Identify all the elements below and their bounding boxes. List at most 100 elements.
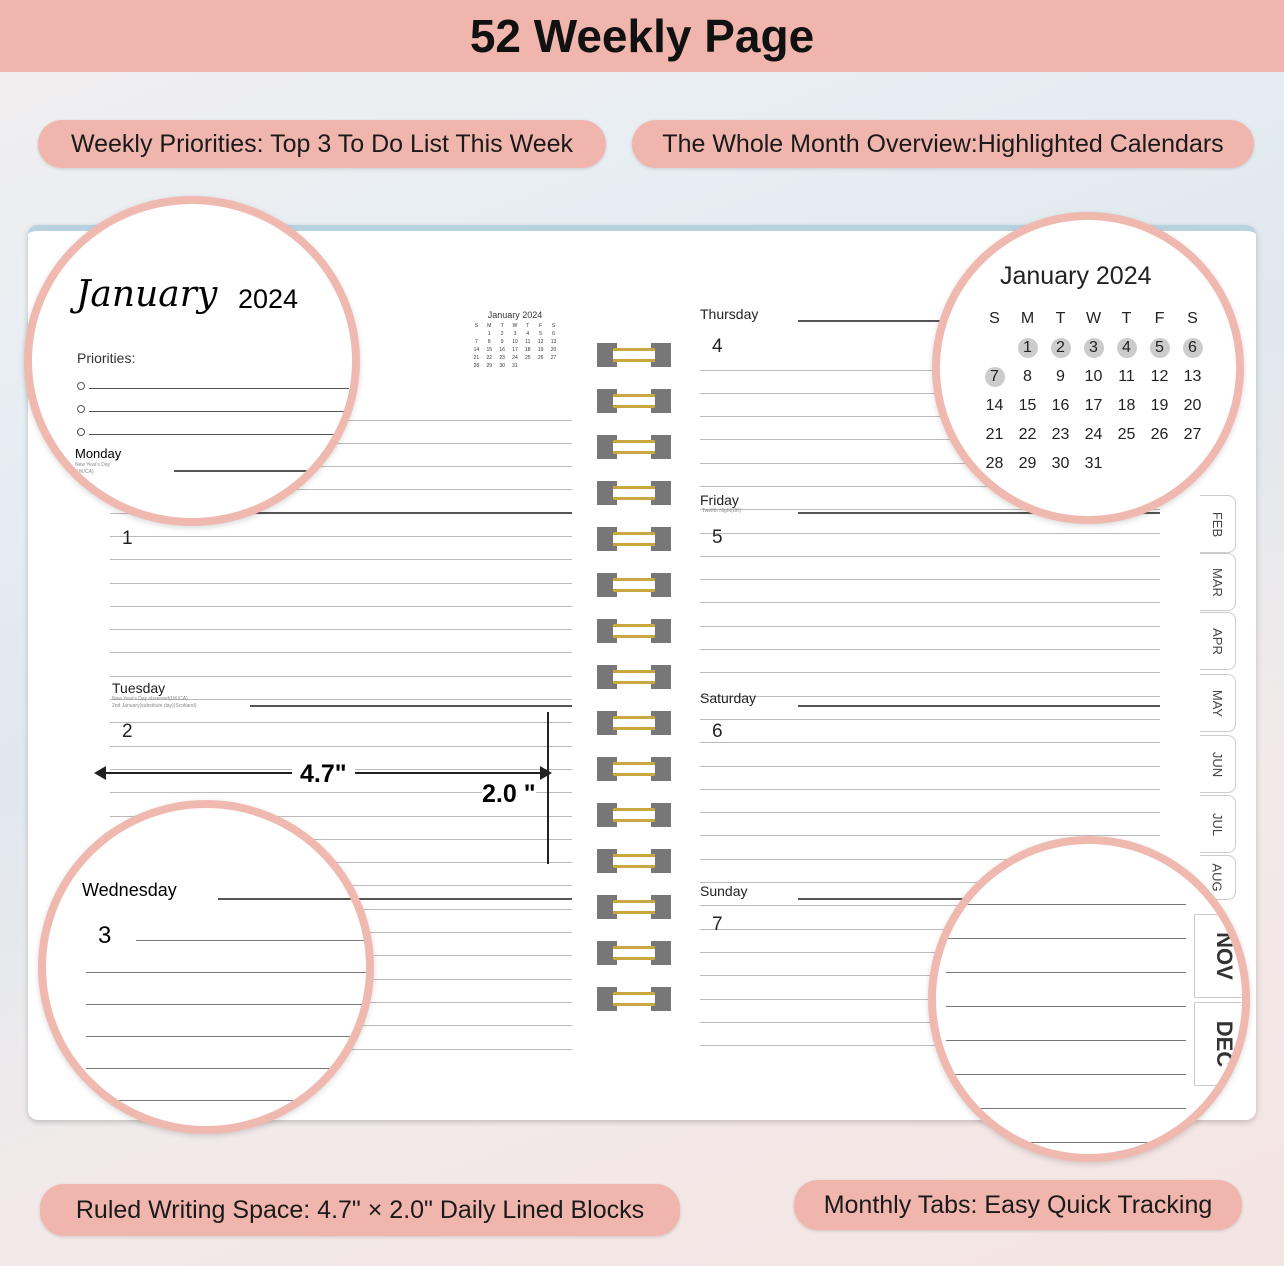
calendar-day[interactable]: 16 [1051,396,1070,414]
ruled-line [946,904,1186,905]
calendar-day[interactable]: 25 [1117,425,1136,443]
calendar-day[interactable]: 15 [1018,396,1037,414]
ruled-line [110,536,572,537]
month-tab-jul[interactable]: JUL [1200,795,1236,853]
calendar-day[interactable]: 9 [1056,367,1065,385]
day-label-saturday: Saturday [700,690,757,706]
spiral-coil [597,803,671,827]
calendar-day[interactable]: 21 [985,425,1004,443]
calendar-day[interactable]: 10 [1084,367,1103,385]
day-label-friday: Friday [700,492,739,508]
day-divider-line [250,898,572,900]
tab-dec-zoomed[interactable]: DEC [1194,1002,1242,1086]
mini-weekday: M [487,323,492,329]
calendar-day[interactable]: 19 [1150,396,1169,414]
calendar-day[interactable]: 23 [1051,425,1070,443]
calendar-day[interactable]: 31 [1084,454,1103,472]
calendar-day-highlighted[interactable]: 4 [1110,333,1143,362]
day-number: 2 [122,721,133,742]
ruled-line [700,416,1160,417]
calendar-day[interactable]: 17 [1084,396,1103,414]
weekday-header: W [1085,309,1102,327]
mini-calendar-day: 10 [512,339,518,345]
mini-calendar-day: 22 [486,355,493,361]
mini-weekday: T [500,323,504,329]
ruled-line [946,972,1186,973]
day-note: 2nd January(substitute day)(Scotland) [112,703,197,709]
ruled-line [700,672,1160,673]
mini-calendar-day: 1 [487,331,491,337]
ruled-line [700,1045,1160,1046]
month-tab-may[interactable]: MAY [1200,674,1236,732]
ruled-line [110,676,572,677]
spiral-coil [597,619,671,643]
day-number: 6 [712,721,723,742]
feature-label-priorities: Weekly Priorities: Top 3 To Do List This… [38,120,606,168]
day-label-sunday: Sunday [700,883,748,899]
calendar-day[interactable]: 26 [1150,425,1169,443]
calendar-day[interactable]: 11 [1118,367,1135,385]
month-tab-feb[interactable]: FEB [1200,495,1236,553]
ruled-line [136,940,366,941]
calendar-day[interactable]: 28 [985,454,1004,472]
zoom-circle-priorities: January 2024 Priorities: Monday New Year… [24,196,360,526]
calendar-day-highlighted[interactable]: 3 [1077,333,1110,362]
calendar-day[interactable]: 30 [1051,454,1070,472]
mini-calendar-day: 19 [537,347,544,353]
weekday-header: S [1187,309,1198,327]
calendar-day[interactable]: 29 [1018,454,1037,472]
day-label-tuesday: Tuesday [112,680,166,696]
day-note: (UK/CA) [75,469,94,475]
day-label-monday: Monday [75,446,122,461]
ruled-line [946,1074,1186,1075]
calendar-day-highlighted[interactable]: 1 [1011,333,1044,362]
priority-checkbox[interactable] [77,404,85,413]
calendar-day[interactable]: 8 [1023,367,1032,385]
month-tab-jun[interactable]: JUN [1200,735,1236,793]
calendar-day[interactable]: 12 [1150,367,1169,385]
calendar-day-highlighted[interactable]: 7 [978,362,1011,391]
ruled-line [110,816,572,817]
calendar-day[interactable]: 18 [1117,396,1136,414]
height-dimension: 2.0 " [482,780,536,809]
ruled-line [110,652,572,653]
ruled-line [110,746,572,747]
mini-calendar-day: 30 [499,363,505,369]
ruled-line [946,938,1186,939]
day-divider-line [250,705,572,707]
calendar-day[interactable]: 27 [1183,425,1202,443]
weekday-header: F [1154,309,1165,327]
calendar-day-highlighted[interactable]: 2 [1044,333,1077,362]
calendar-day-highlighted[interactable]: 6 [1176,333,1209,362]
month-tab-mar[interactable]: MAR [1200,553,1236,611]
ruled-line [946,1040,1186,1041]
day-note: New Year's Day observed(UK/CA) [112,696,188,702]
ruled-line [110,559,572,560]
calendar-day[interactable]: 20 [1183,396,1202,414]
mini-calendar-day: 21 [473,355,480,361]
day-divider-line [798,512,1160,514]
ruled-line [946,1142,1186,1143]
ruled-line [700,556,1160,557]
priority-list [77,374,349,443]
tab-nov-zoomed[interactable]: NOV [1194,914,1242,998]
calendar-day[interactable]: 13 [1183,367,1202,385]
calendar-day[interactable]: 24 [1084,425,1103,443]
calendar-day-highlighted[interactable]: 5 [1143,333,1176,362]
calendar-day[interactable]: 14 [985,396,1004,414]
mini-calendar-day: 24 [512,355,518,361]
weekday-header: S [989,309,1000,327]
priority-checkbox[interactable] [77,381,85,390]
ruled-line [110,629,572,630]
priority-checkbox[interactable] [77,427,85,436]
month-tab-apr[interactable]: APR [1200,612,1236,670]
mini-calendar-day [521,362,534,370]
mini-calendar-day: 14 [473,347,480,353]
month-tab-aug[interactable]: AUG [1200,855,1236,900]
mini-calendar-day: 23 [499,355,505,361]
calendar-day[interactable]: 22 [1018,425,1037,443]
mini-calendar-day: 16 [499,347,505,353]
ruled-line [86,972,366,973]
ruled-line [700,579,1160,580]
calendar-day [1110,449,1143,478]
